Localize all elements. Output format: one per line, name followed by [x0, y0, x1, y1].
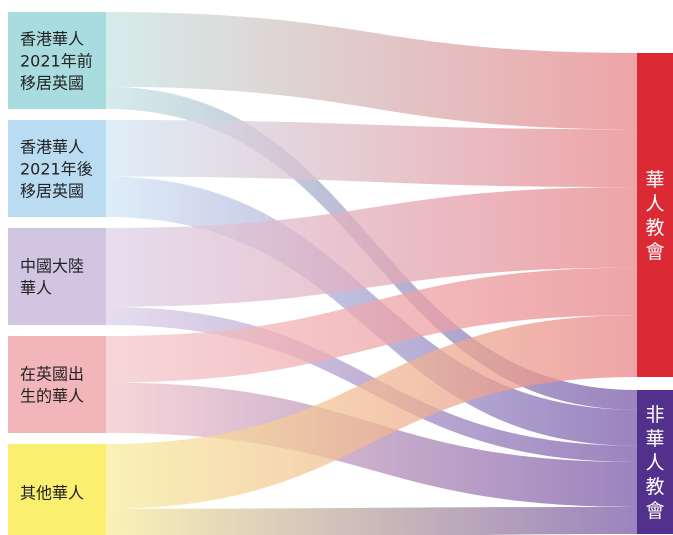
target-node-box [637, 53, 673, 377]
source-node-label: 其他華人 [20, 484, 84, 503]
sankey-nodes: 香港華人2021年前移居英國香港華人2021年後移居英國中國大陸華人在英國出生的… [8, 12, 673, 535]
flow-hk_after-to-chinese_church [106, 120, 637, 188]
target-node-label-char: 會 [645, 500, 664, 522]
target-node-label-char: 華 [645, 428, 664, 450]
source-node-box [8, 120, 106, 217]
source-node-label: 移居英國 [20, 74, 84, 93]
sankey-links [106, 12, 637, 535]
target-node-label-char: 華 [645, 169, 664, 191]
source-node-label: 2021年後 [20, 160, 93, 179]
flow-other-to-non_chinese_church [106, 507, 637, 535]
source-node-label: 中國大陸 [20, 257, 84, 276]
target-node-label-char: 人 [645, 193, 664, 215]
source-node-other: 其他華人 [8, 444, 106, 535]
target-node-label-char: 教 [645, 476, 664, 498]
source-node-box [8, 12, 106, 109]
target-node-label-char: 教 [645, 217, 664, 239]
target-node-box [637, 390, 673, 534]
source-node-label: 香港華人 [20, 138, 84, 157]
source-node-label: 2021年前 [20, 52, 93, 71]
source-node-label: 香港華人 [20, 30, 84, 49]
source-node-label: 生的華人 [20, 387, 84, 406]
target-node-label-char: 非 [645, 404, 664, 426]
source-node-box [8, 228, 106, 325]
source-node-box [8, 336, 106, 433]
source-node-label: 華人 [20, 279, 52, 298]
flow-uk_born-to-non_chinese_church [106, 382, 637, 507]
flow-mainland-to-chinese_church [106, 187, 637, 307]
target-node-label-char: 會 [645, 241, 664, 263]
source-node-box [8, 444, 106, 535]
flow-uk_born-to-chinese_church [106, 267, 637, 383]
flow-hk_before-to-chinese_church [106, 12, 637, 130]
source-node-label: 在英國出 [20, 365, 84, 384]
target-node-label-char: 人 [645, 452, 664, 474]
source-node-label: 移居英國 [20, 182, 84, 201]
flow-other-to-chinese_church [106, 315, 637, 509]
